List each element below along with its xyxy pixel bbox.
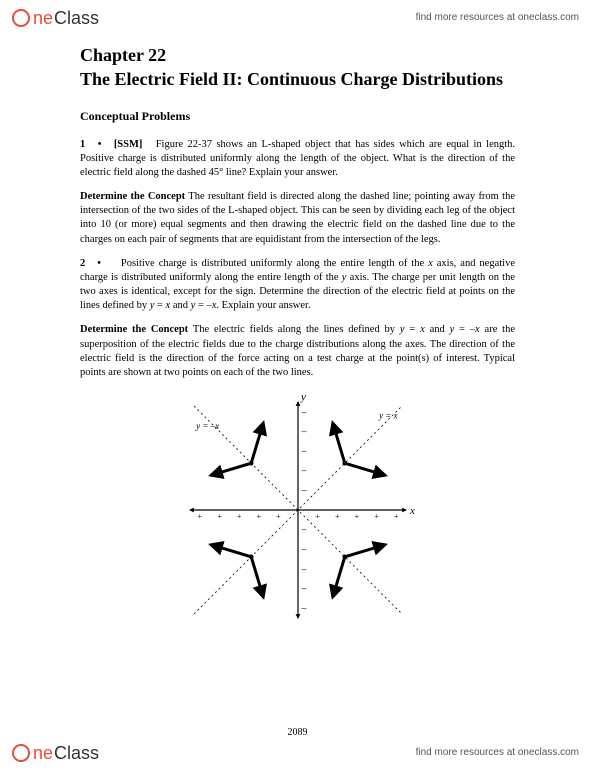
svg-text:+: + xyxy=(256,512,261,521)
svg-text:+: + xyxy=(217,512,222,521)
problem-1-ssm: [SSM] xyxy=(114,139,143,150)
svg-text:–: – xyxy=(300,564,307,575)
svg-text:+: + xyxy=(354,512,359,521)
svg-text:+: + xyxy=(335,512,340,521)
footer-tagline[interactable]: find more resources at oneclass.com xyxy=(416,747,579,758)
brand-circle-icon xyxy=(12,744,30,762)
brand-circle-icon xyxy=(12,9,30,27)
concept-1: Determine the Concept The resultant fiel… xyxy=(80,190,515,247)
problem-2-text-a: Positive charge is distributed uniformly… xyxy=(121,258,428,269)
svg-text:–: – xyxy=(300,407,307,418)
concept-2-text-a: The electric fields along the lines defi… xyxy=(188,324,400,335)
eq-eq: = xyxy=(154,300,165,311)
brand-logo: ne Class xyxy=(12,6,99,29)
c2-eq-eq: = xyxy=(405,324,421,335)
svg-text:–: – xyxy=(300,525,307,536)
concept-1-lead: Determine the Concept xyxy=(80,191,185,202)
page-footer: ne Class find more resources at oneclass… xyxy=(0,737,595,770)
problem-2-text-e: . Explain your answer. xyxy=(216,300,310,311)
svg-text:+: + xyxy=(276,512,281,521)
concept-2: Determine the Concept The electric field… xyxy=(80,323,515,380)
svg-text:+: + xyxy=(374,512,379,521)
header-tagline[interactable]: find more resources at oneclass.com xyxy=(416,12,579,23)
footer-brand-one: ne xyxy=(33,743,53,764)
problem-1-text: Figure 22-37 shows an L-shaped object th… xyxy=(80,139,515,178)
page-content: Chapter 22 The Electric Field II: Contin… xyxy=(0,33,595,630)
problem-2-text-d: and xyxy=(170,300,190,311)
svg-text:–: – xyxy=(300,584,307,595)
footer-brand-logo: ne Class xyxy=(12,741,99,764)
svg-text:–: – xyxy=(300,544,307,555)
brand-text-class: Class xyxy=(54,8,99,29)
bullet-icon: • xyxy=(89,258,109,269)
svg-text:–: – xyxy=(300,466,307,477)
chapter-number: Chapter 22 xyxy=(80,45,515,66)
svg-text:–: – xyxy=(300,603,307,614)
electric-field-diagram: ++––++––++––++––++––yxy = xy = –x xyxy=(168,390,428,630)
svg-text:–: – xyxy=(300,485,307,496)
c2-eq2-eq: = – xyxy=(454,324,475,335)
svg-text:–: – xyxy=(300,446,307,457)
bullet-icon: • xyxy=(90,139,110,150)
svg-text:–: – xyxy=(300,427,307,438)
svg-text:+: + xyxy=(393,512,398,521)
concept-2-lead: Determine the Concept xyxy=(80,324,188,335)
section-heading: Conceptual Problems xyxy=(80,109,515,124)
figure-container: ++––++––++––++––++––yxy = xy = –x xyxy=(80,390,515,630)
svg-text:x: x xyxy=(409,505,415,517)
problem-1: 1 • [SSM] Figure 22-37 shows an L-shaped… xyxy=(80,138,515,181)
svg-text:y = x: y = x xyxy=(378,411,398,421)
eq2-eq: = – xyxy=(195,300,211,311)
problem-2-number: 2 xyxy=(80,258,85,269)
svg-text:+: + xyxy=(197,512,202,521)
footer-brand-class: Class xyxy=(54,743,99,764)
concept-2-text-b: and xyxy=(425,324,450,335)
svg-text:+: + xyxy=(236,512,241,521)
svg-text:y: y xyxy=(300,391,306,403)
problem-2: 2 • Positive charge is distributed unifo… xyxy=(80,257,515,314)
problem-1-number: 1 xyxy=(80,139,85,150)
svg-text:+: + xyxy=(315,512,320,521)
page-header: ne Class find more resources at oneclass… xyxy=(0,0,595,33)
brand-text-one: ne xyxy=(33,8,53,29)
chapter-title: The Electric Field II: Continuous Charge… xyxy=(80,68,515,91)
svg-text:y = –x: y = –x xyxy=(195,421,219,431)
